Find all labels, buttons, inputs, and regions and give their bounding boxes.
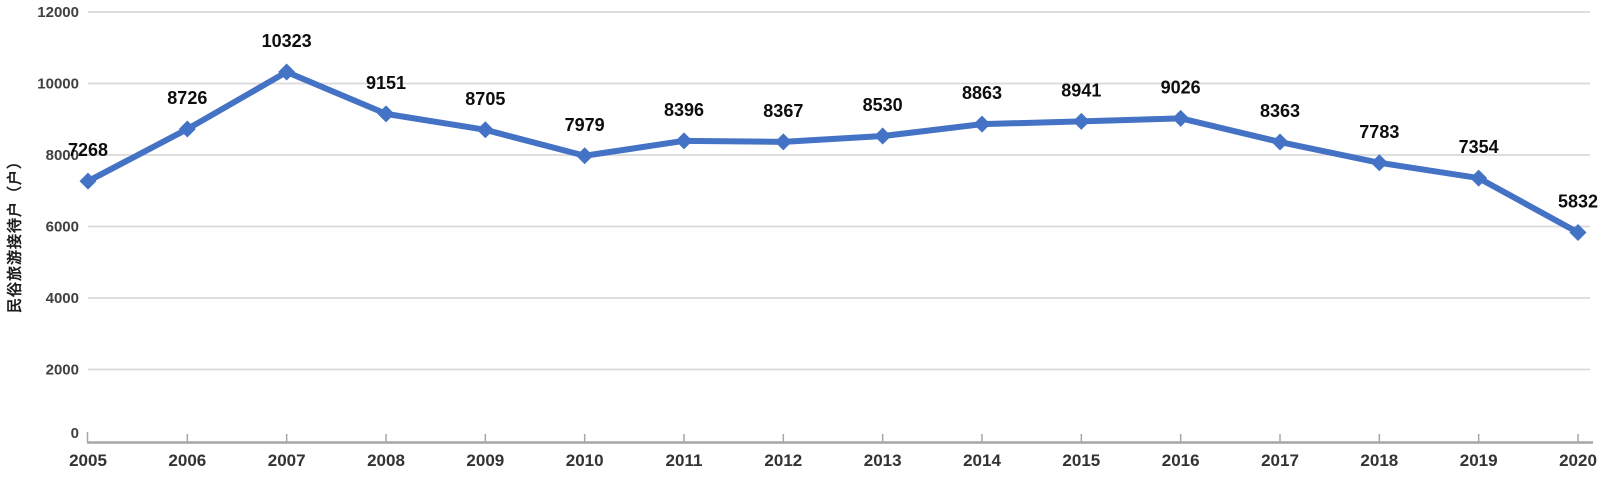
- data-label: 8363: [1260, 101, 1300, 121]
- x-axis-tick-label: 2018: [1360, 451, 1398, 470]
- x-axis-tick-label: 2020: [1559, 451, 1597, 470]
- data-label: 8396: [664, 100, 704, 120]
- data-label: 7268: [68, 140, 108, 160]
- data-label: 8530: [863, 95, 903, 115]
- x-axis-tick-label: 2015: [1062, 451, 1100, 470]
- data-point-marker: [178, 120, 196, 138]
- data-label: 8367: [763, 101, 803, 121]
- x-axis-tick-label: 2017: [1261, 451, 1299, 470]
- data-label: 8941: [1061, 80, 1101, 100]
- y-axis-tick-label: 6000: [46, 219, 79, 236]
- x-axis-tick-label: 2019: [1460, 451, 1498, 470]
- data-label: 7979: [565, 115, 605, 135]
- data-label: 8863: [962, 83, 1002, 103]
- data-point-marker: [1470, 169, 1488, 187]
- x-axis-tick-label: 2012: [764, 451, 802, 470]
- y-axis-title: 民俗旅游接待户（户）: [6, 152, 24, 314]
- x-axis-tick-label: 2009: [466, 451, 504, 470]
- x-axis-tick-label: 2005: [69, 451, 107, 470]
- x-axis-tick-label: 2007: [268, 451, 306, 470]
- data-label: 7354: [1459, 137, 1499, 157]
- data-point-marker: [79, 172, 97, 190]
- data-label: 10323: [262, 31, 312, 51]
- data-point-marker: [1271, 133, 1289, 151]
- x-axis-tick-label: 2008: [367, 451, 405, 470]
- data-line: [85, 68, 1581, 236]
- data-point-marker: [1172, 109, 1190, 127]
- data-point-marker: [576, 147, 594, 165]
- y-axis-tick-label: 4000: [46, 290, 79, 307]
- x-axis-tick-label: 2013: [864, 451, 902, 470]
- data-point-marker: [774, 133, 792, 151]
- data-label: 8726: [167, 88, 207, 108]
- data-point-marker: [1072, 112, 1090, 130]
- data-point-marker: [1569, 224, 1587, 242]
- data-label: 5832: [1558, 192, 1598, 212]
- x-axis-tick-label: 2011: [666, 451, 703, 470]
- data-point-marker: [973, 115, 991, 133]
- y-axis-tick-label: 10000: [37, 76, 79, 93]
- data-point-marker: [476, 121, 494, 139]
- data-label: 8705: [465, 89, 505, 109]
- data-point-marker: [874, 127, 892, 145]
- data-point-marker: [1370, 154, 1388, 172]
- data-point-marker: [377, 105, 395, 123]
- x-axis-tick-label: 2006: [168, 451, 206, 470]
- data-label: 7783: [1359, 122, 1399, 142]
- y-axis-tick-label: 8000: [46, 147, 79, 164]
- x-axis-tick-label: 2016: [1162, 451, 1200, 470]
- data-point-marker: [675, 132, 693, 150]
- y-axis-tick-label: 2000: [46, 362, 79, 379]
- x-axis-tick-label: 2014: [963, 451, 1001, 470]
- data-point-marker: [278, 63, 296, 81]
- y-axis-tick-label: 12000: [37, 4, 79, 21]
- data-label: 9026: [1161, 77, 1201, 97]
- x-axis-tick-label: 2010: [566, 451, 604, 470]
- y-axis-tick-label: 0: [71, 425, 79, 442]
- data-label: 9151: [366, 73, 406, 93]
